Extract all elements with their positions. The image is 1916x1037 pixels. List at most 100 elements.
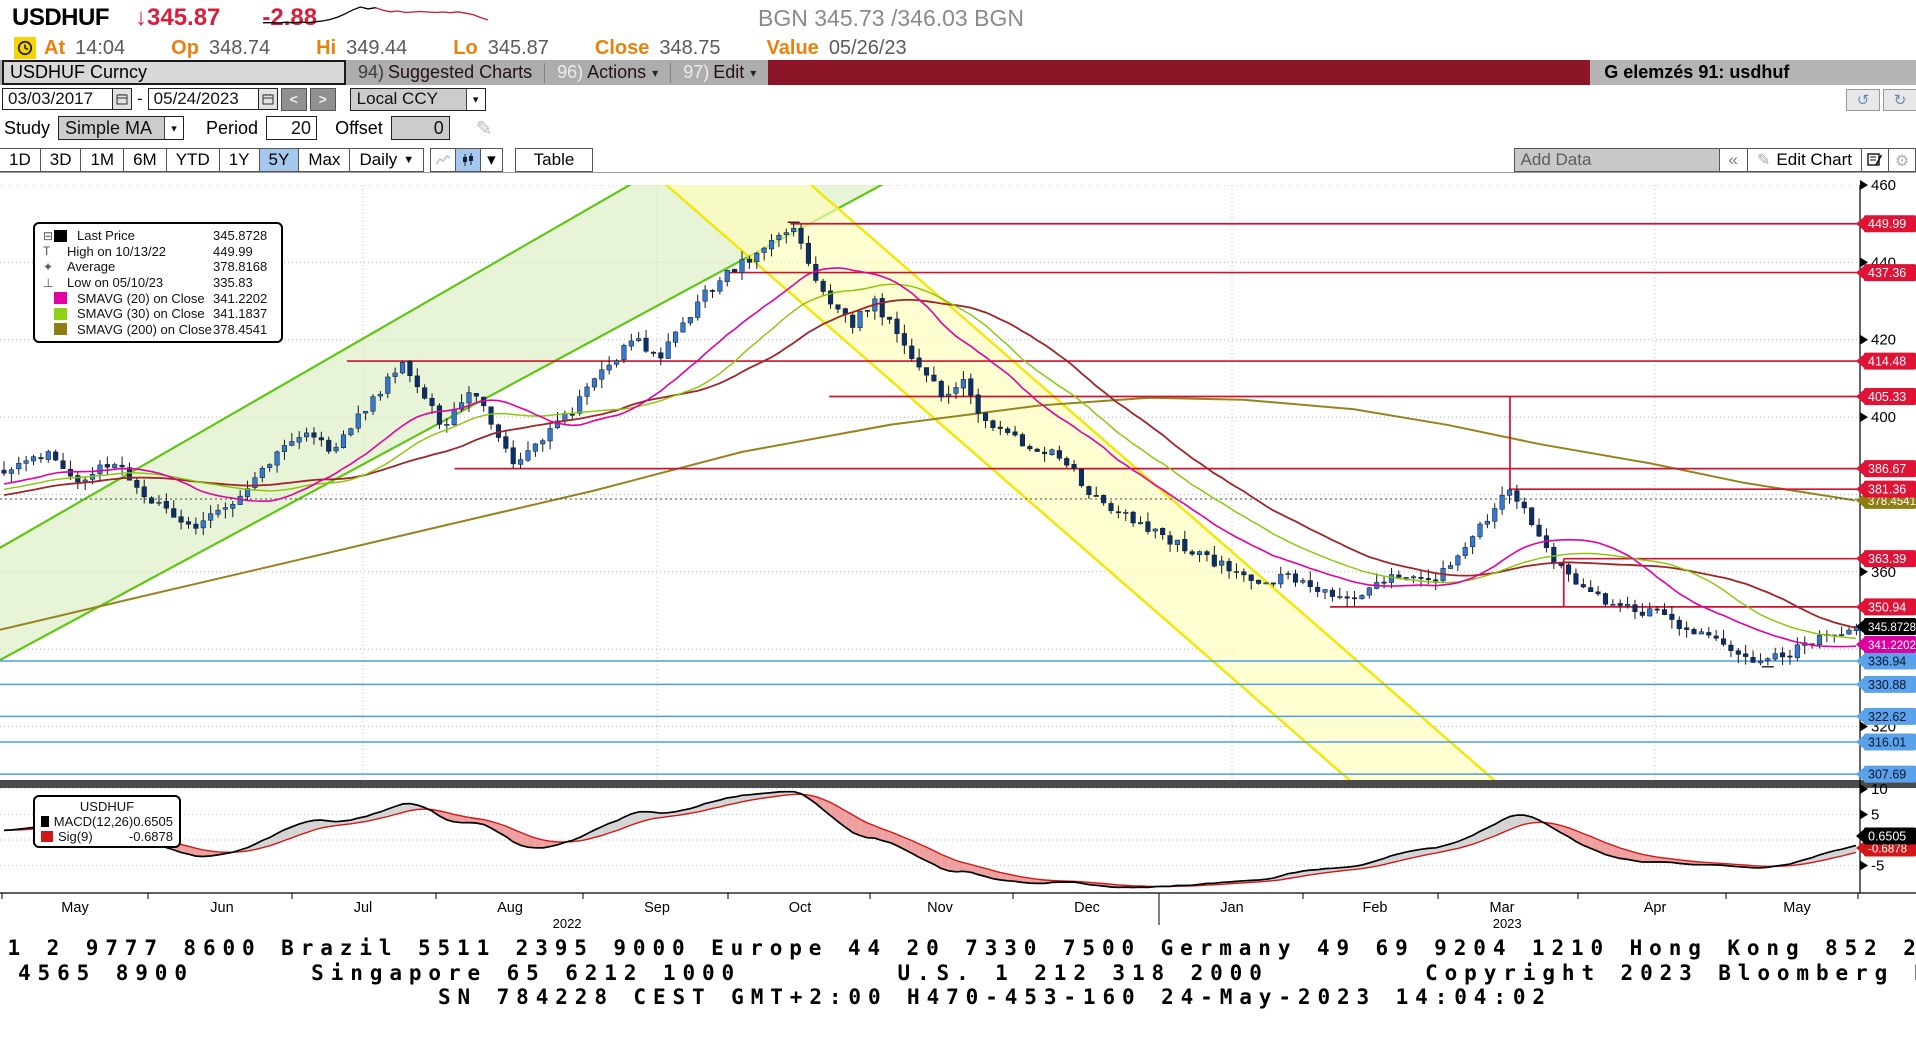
date-to-input[interactable]: 05/24/2023	[148, 88, 259, 110]
calendar-icon[interactable]	[259, 88, 278, 110]
month-labels: MayJunJulAugSepOctNovDecJanFebMarAprMay2…	[61, 900, 1811, 931]
month-label: Jul	[354, 900, 373, 916]
svg-text:0.6505: 0.6505	[1868, 830, 1906, 844]
price-badge: 350.94	[1856, 598, 1916, 615]
price-badge: 405.33	[1856, 388, 1916, 405]
chart-legend[interactable]: ⊟Last Price345.8728THigh on 10/13/22449.…	[33, 222, 283, 343]
date-from-input[interactable]: 03/03/2017	[2, 88, 113, 110]
macd-legend-row: MACD(12,26) 0.6505	[41, 814, 173, 829]
panel-separator[interactable]	[0, 780, 1916, 788]
svg-text:420: 420	[1871, 332, 1896, 349]
year-label: 2023	[1493, 916, 1522, 931]
chevron-down-icon: ▾	[750, 66, 756, 80]
calendar-icon[interactable]	[113, 88, 132, 110]
offset-label: Offset	[335, 118, 383, 139]
tab-3d[interactable]: 3D	[40, 148, 82, 172]
tab-ytd[interactable]: YTD	[166, 148, 220, 172]
chart-type-dropdown[interactable]: ▾	[480, 148, 503, 172]
price-badge: 336.94	[1856, 652, 1916, 669]
security-input[interactable]: USDHUF Curncy	[2, 60, 346, 85]
svg-text:460: 460	[1871, 177, 1896, 194]
collapse-button[interactable]: «	[1719, 148, 1748, 172]
year-label: 2022	[553, 916, 582, 931]
svg-text:378.4541: 378.4541	[1868, 496, 1916, 508]
tab-max[interactable]: Max	[298, 148, 350, 172]
month-label: Feb	[1363, 900, 1388, 916]
tab-1m[interactable]: 1M	[80, 148, 124, 172]
currency-dropdown[interactable]: Local CCY ▾	[350, 88, 486, 111]
tab-1d[interactable]: 1D	[0, 148, 41, 172]
legend-row: SMAVG (30) on Close341.1837	[43, 306, 275, 322]
quote-close: Close348.75	[595, 37, 721, 60]
macd-panel	[0, 789, 1860, 888]
line-chart-icon[interactable]	[430, 148, 456, 172]
svg-text:414.48: 414.48	[1868, 355, 1906, 369]
legend-label: Average	[67, 259, 213, 274]
price-badges: 378.4541449.99437.36414.48405.33386.6738…	[1856, 215, 1916, 856]
tab-6m[interactable]: 6M	[123, 148, 167, 172]
price-badge: 322.62	[1856, 708, 1916, 725]
study-dropdown[interactable]: Simple MA▾	[58, 116, 184, 140]
svg-text:5: 5	[1871, 807, 1879, 824]
date-next-button[interactable]: >	[310, 88, 336, 111]
macd-legend[interactable]: USDHUF MACD(12,26) 0.6505 Sig(9) -0.6878	[33, 795, 181, 848]
add-data-input[interactable]: Add Data	[1514, 148, 1720, 172]
toolbar-red-strip	[768, 60, 1590, 85]
svg-text:345.8728: 345.8728	[1868, 622, 1916, 634]
price-header: USDHUF ↓345.87 -2.88 BGN 345.73 /346.03 …	[0, 0, 1916, 36]
price-badge: 316.01	[1856, 733, 1916, 750]
chart-canvas[interactable]: 460440420400360320105-5MayJunJulAugSepOc…	[0, 172, 1916, 932]
candle-chart-icon[interactable]	[455, 148, 481, 172]
edit-study-pencil-icon: ✎	[476, 116, 493, 141]
date-prev-button[interactable]: <	[281, 88, 307, 111]
price-badge: 381.36	[1856, 481, 1916, 498]
study-row: Study Simple MA▾ Period 20 Offset 0 ✎	[0, 113, 1916, 143]
price-badge: 341.2202	[1856, 636, 1916, 653]
legend-value: 449.99	[213, 244, 275, 259]
month-label: Nov	[927, 900, 954, 916]
tab-1y[interactable]: 1Y	[219, 148, 260, 172]
svg-text:405.33: 405.33	[1868, 390, 1906, 404]
price-badge: 449.99	[1856, 215, 1916, 232]
svg-text:330.88: 330.88	[1868, 678, 1906, 692]
legend-row: ⊥Low on 05/10/23335.83	[43, 275, 275, 291]
chevron-down-icon: ▾	[164, 117, 183, 139]
month-label: Apr	[1644, 900, 1667, 916]
undo-button[interactable]: ↺	[1846, 89, 1880, 111]
period-input[interactable]: 20	[266, 116, 317, 140]
bgn-quote: BGN 345.73 /346.03 BGN	[758, 5, 1024, 32]
edit-menu[interactable]: 97)Edit ▾	[671, 60, 768, 85]
legend-label: Last Price	[77, 228, 213, 243]
macd-swatch	[41, 816, 49, 827]
legend-row: THigh on 10/13/22449.99	[43, 244, 275, 260]
legend-value: 341.1837	[213, 306, 275, 321]
redo-button[interactable]: ↻	[1883, 89, 1916, 111]
month-label: Oct	[789, 900, 812, 916]
price-badge: 414.48	[1856, 353, 1916, 370]
svg-text:316.01: 316.01	[1868, 735, 1906, 749]
period-label: Period	[206, 118, 258, 139]
quote-bar: At14:04 Op348.74 Hi349.44 Lo345.87 Close…	[0, 36, 1916, 60]
chart-title-label: G elemzés 91: usdhuf	[1590, 60, 1916, 85]
tab-5y[interactable]: 5Y	[259, 148, 300, 172]
legend-row: SMAVG (20) on Close341.2202	[43, 290, 275, 306]
frequency-dropdown[interactable]: Daily▼	[349, 148, 424, 172]
annotate-icon[interactable]	[1861, 148, 1889, 172]
chevron-down-icon: ▾	[652, 66, 658, 80]
edit-chart-button[interactable]: ✎ Edit Chart	[1747, 148, 1862, 172]
offset-input[interactable]: 0	[391, 116, 450, 140]
macd-legend-row: Sig(9) -0.6878	[41, 829, 173, 844]
svg-text:336.94: 336.94	[1868, 654, 1906, 668]
low-marker-icon: ⊥	[43, 276, 67, 290]
month-label: May	[61, 900, 89, 916]
settings-gear-icon[interactable]: ⚙	[1888, 148, 1916, 172]
table-button[interactable]: Table	[515, 148, 594, 172]
caret-down-icon: ▼	[403, 154, 414, 166]
suggested-charts-menu[interactable]: 94)Suggested Charts	[346, 60, 544, 85]
footer-contact-line2: 4565 8900 Singapore 65 6212 1000 U.S. 1 …	[18, 961, 1916, 985]
price-badge: 363.39	[1856, 550, 1916, 567]
down-arrow-icon: ↓	[135, 4, 147, 31]
actions-menu[interactable]: 96)Actions ▾	[545, 60, 670, 85]
price-badge: 437.36	[1856, 264, 1916, 281]
period-tabs: 1D3D1M6MYTD1Y5YMax	[0, 148, 350, 172]
